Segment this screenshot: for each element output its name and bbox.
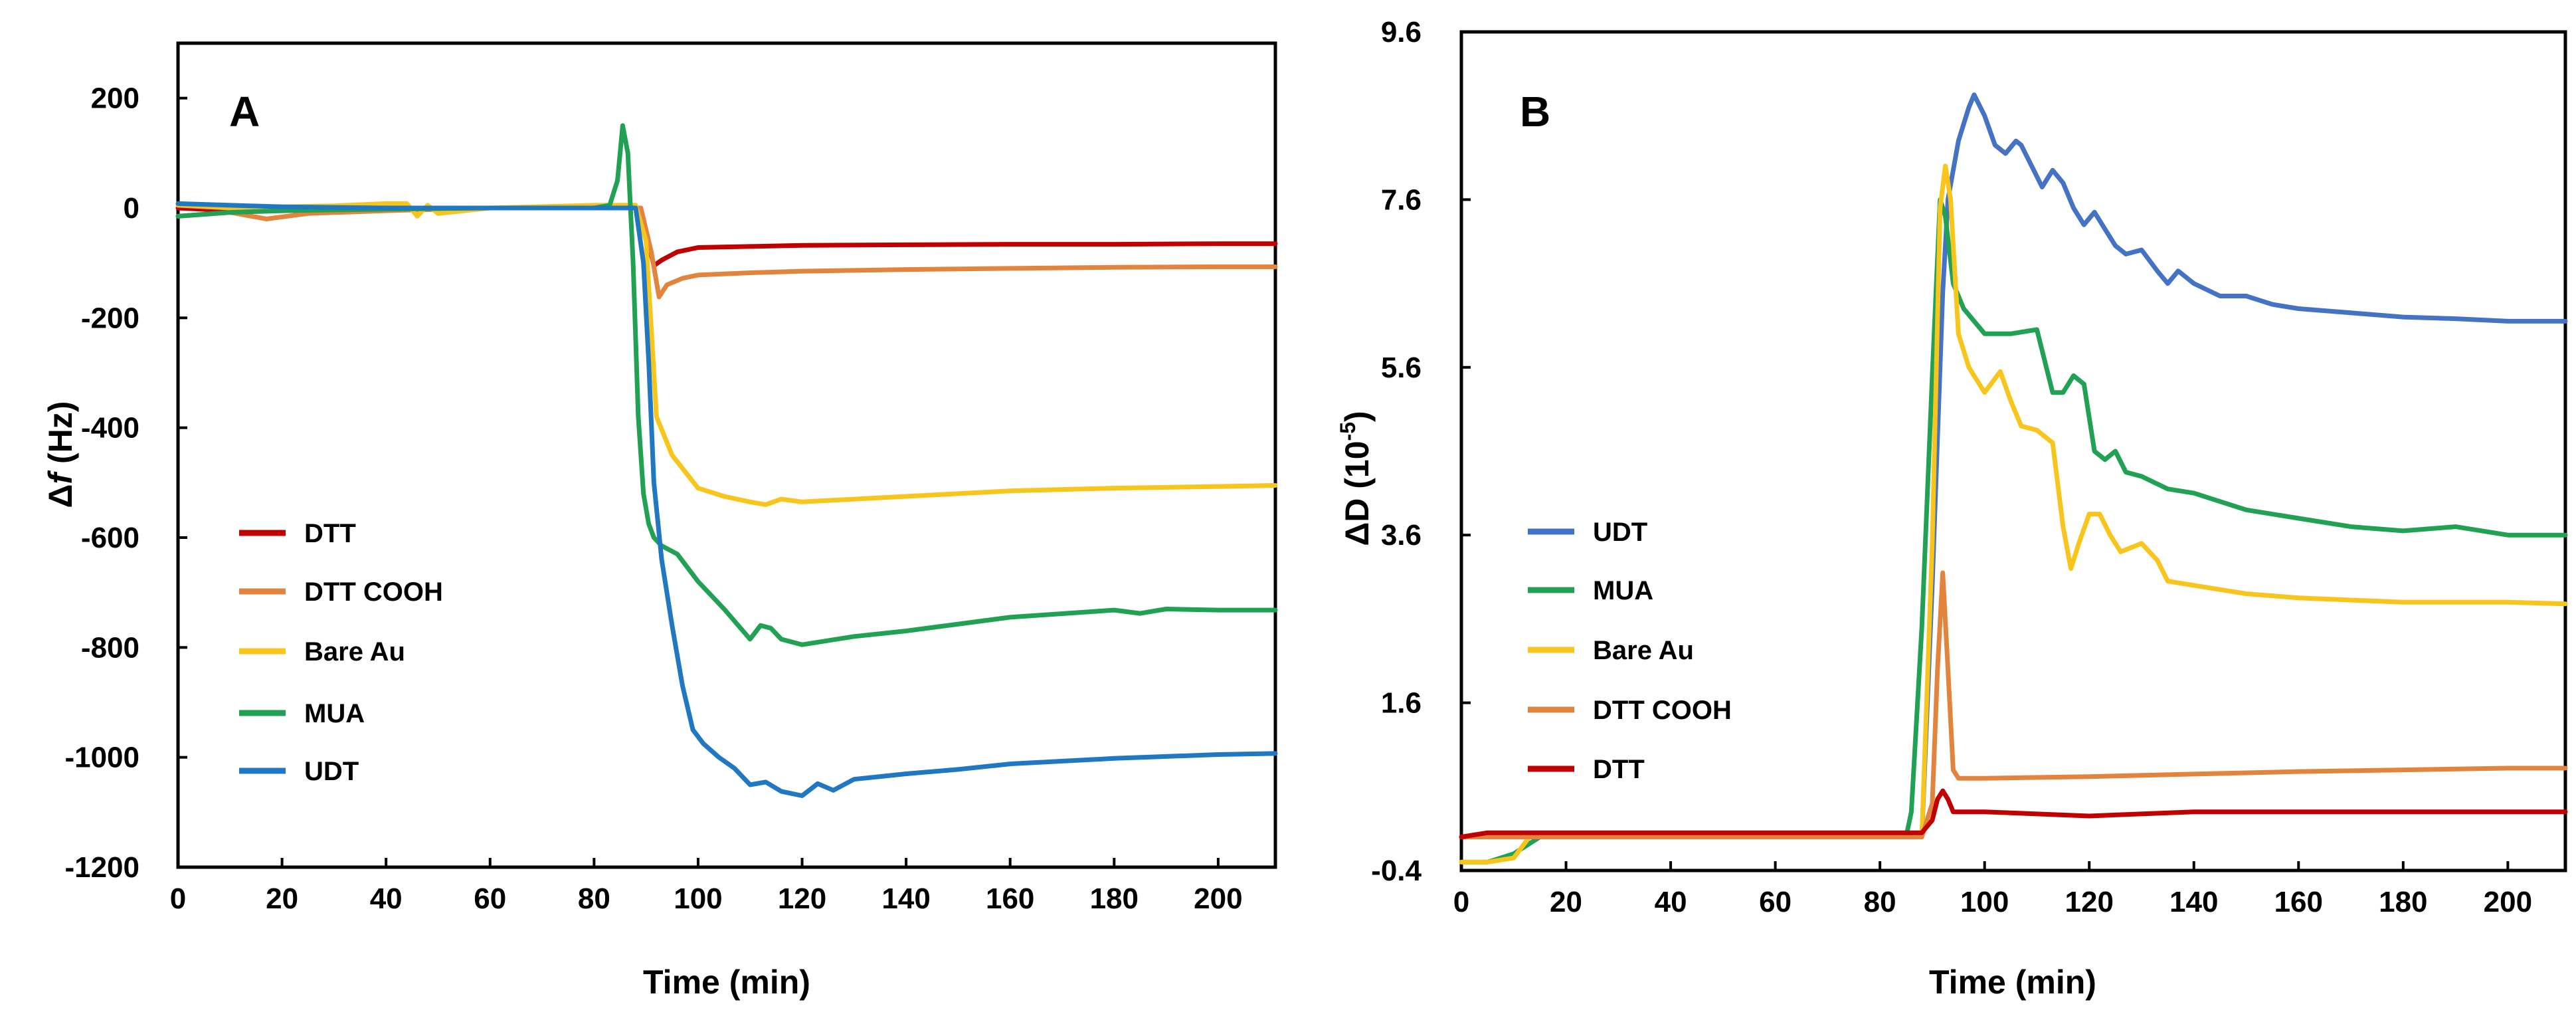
panel-a-y-tick-label: -600 bbox=[81, 522, 139, 554]
legend-item: Bare Au bbox=[1528, 636, 1694, 665]
panel-b-series-line-dtt-cooh bbox=[1459, 570, 2568, 839]
panel-b-x-tick-label: 40 bbox=[1655, 886, 1687, 918]
panel-b-x-tick-label: 140 bbox=[2169, 886, 2218, 918]
panel-b-x-tick-label: 180 bbox=[2379, 886, 2427, 918]
panel-a-x-tick-label: 180 bbox=[1090, 882, 1139, 915]
panel-b-plot-area bbox=[1459, 30, 2567, 872]
panel-a-y-tick-label: -200 bbox=[81, 302, 139, 334]
legend-item: DTT bbox=[239, 519, 356, 548]
panel-a-y-tick-label: -400 bbox=[81, 412, 139, 445]
panel-a-frequency-chart: 0 20 40 60 80 100 120 140 160 180 200 -1200 -1000 -80… bbox=[42, 41, 1278, 1001]
panel-a-legend-label-dtt: DTT bbox=[304, 519, 356, 548]
legend-item: UDT bbox=[1528, 518, 1647, 547]
panel-a-x-tick-label: 60 bbox=[474, 882, 506, 915]
panel-b-x-tick-label: 200 bbox=[2484, 886, 2532, 918]
panel-a-series-line-dtt-cooh bbox=[175, 205, 1278, 300]
panel-a-x-tick-label: 160 bbox=[986, 882, 1034, 915]
panel-a-legend-label-udt: UDT bbox=[304, 757, 359, 786]
panel-a-x-tick-label: 0 bbox=[170, 882, 186, 915]
panel-b-series-line-dtt bbox=[1459, 788, 2568, 839]
panel-a-letter: A bbox=[229, 88, 260, 136]
panel-a-y-tick-label: -1200 bbox=[64, 851, 139, 884]
panel-a-legend-label-dtt-cooh: DTT COOH bbox=[304, 577, 443, 607]
legend-item: MUA bbox=[239, 699, 365, 728]
panel-b-y-tick-label: 3.6 bbox=[1381, 519, 1422, 552]
panel-a-lines bbox=[175, 123, 1278, 798]
panel-a-legend-label-mua: MUA bbox=[304, 699, 365, 728]
panel-b-x-tick-label: 60 bbox=[1759, 886, 1792, 918]
panel-b-legend-label-bare-au: Bare Au bbox=[1593, 636, 1694, 665]
panel-b-series-line-udt bbox=[1459, 92, 2568, 839]
panel-b-x-axis-title: Time (min) bbox=[1929, 964, 2096, 1001]
panel-b-x-tick-label: 100 bbox=[1960, 886, 2009, 918]
panel-a-series-line-bare-au bbox=[175, 201, 1278, 507]
panel-a-x-axis-title: Time (min) bbox=[643, 964, 810, 1001]
panel-a-x-tick-label: 80 bbox=[578, 882, 610, 915]
panel-b-x-tick-label: 0 bbox=[1453, 886, 1469, 918]
legend-item: UDT bbox=[239, 757, 359, 786]
panel-a-y-tick-label: 0 bbox=[124, 192, 139, 225]
panel-a-x-tick-label: 100 bbox=[674, 882, 722, 915]
panel-a-y-tick-label: -800 bbox=[81, 631, 139, 664]
panel-b-y-tick-label: 7.6 bbox=[1381, 183, 1422, 216]
legend-item: DTT COOH bbox=[239, 577, 443, 607]
panel-b-legend-label-dtt: DTT bbox=[1593, 755, 1645, 784]
panel-a-y-axis-title: Δf (Hz) bbox=[42, 401, 79, 508]
panel-a-legend-label-bare-au: Bare Au bbox=[304, 637, 405, 666]
legend-item: DTT COOH bbox=[1528, 696, 1732, 725]
panel-b-ticks: 0 20 40 60 80 100 120 140 160 180 200 -0.4 1.6 3.6 5.6… bbox=[1371, 16, 2532, 918]
panel-a-y-tick-label: 200 bbox=[91, 82, 139, 115]
panel-b-x-tick-label: 80 bbox=[1864, 886, 1896, 918]
panel-a-x-tick-label: 200 bbox=[1194, 882, 1242, 915]
panel-b-legend: UDT MUA Bare Au DTT COOH DTT bbox=[1528, 518, 1732, 784]
panel-a-x-tick-label: 140 bbox=[881, 882, 930, 915]
panel-b-x-tick-label: 160 bbox=[2274, 886, 2323, 918]
panel-a-x-tick-label: 40 bbox=[370, 882, 403, 915]
legend-item: DTT bbox=[1528, 755, 1645, 784]
panel-a-legend: DTT DTT COOH Bare Au MUA UDT bbox=[239, 519, 443, 786]
panel-b-y-axis-title: ΔD (10-5) bbox=[1336, 411, 1376, 546]
panel-b-y-tick-label: 9.6 bbox=[1381, 16, 1422, 49]
panel-b-y-tick-label: 1.6 bbox=[1381, 687, 1422, 720]
panel-b-x-tick-label: 120 bbox=[2065, 886, 2114, 918]
panel-b-legend-label-udt: UDT bbox=[1593, 518, 1647, 547]
panel-a-x-tick-label: 20 bbox=[266, 882, 298, 915]
panel-b-legend-label-dtt-cooh: DTT COOH bbox=[1593, 696, 1732, 725]
panel-a-plot-area bbox=[176, 41, 1277, 869]
panel-b-lines bbox=[1459, 92, 2568, 865]
panel-b-y-tick-label: 5.6 bbox=[1381, 352, 1422, 384]
panel-b-legend-label-mua: MUA bbox=[1593, 576, 1653, 605]
panel-a-ticks: 0 20 40 60 80 100 120 140 160 180 200 -1200 -1000 -80… bbox=[64, 82, 1242, 915]
legend-item: Bare Au bbox=[239, 637, 405, 666]
panel-a-series-line-udt bbox=[175, 201, 1278, 798]
panel-b-x-tick-label: 20 bbox=[1550, 886, 1582, 918]
panel-b-letter: B bbox=[1520, 88, 1550, 136]
panel-a-y-tick-label: -1000 bbox=[64, 742, 139, 774]
legend-item: MUA bbox=[1528, 576, 1653, 605]
panel-a-x-tick-label: 120 bbox=[778, 882, 826, 915]
panel-b-dissipation-chart: 0 20 40 60 80 100 120 140 160 180 200 -0.4 1.6 3.6 5.6… bbox=[1336, 16, 2568, 1001]
panel-b-y-tick-label: -0.4 bbox=[1371, 855, 1422, 887]
